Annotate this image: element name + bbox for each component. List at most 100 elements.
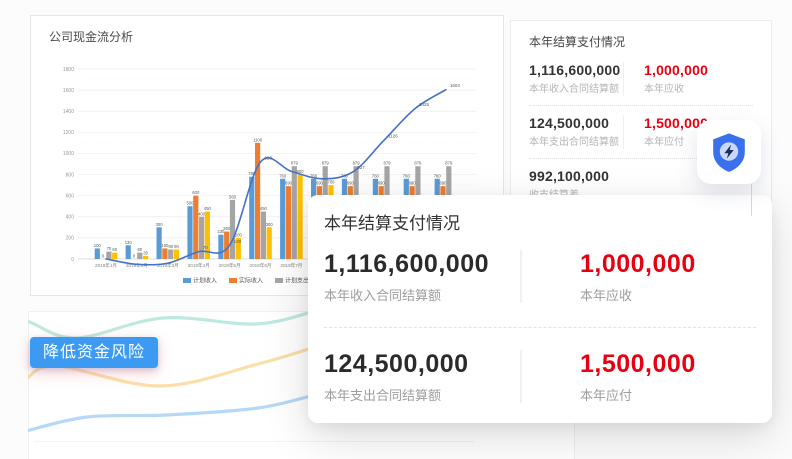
svg-text:2019年1月: 2019年1月 bbox=[95, 262, 117, 269]
svg-text:780: 780 bbox=[248, 171, 256, 176]
svg-text:1800: 1800 bbox=[63, 67, 74, 73]
svg-text:2019年4月: 2019年4月 bbox=[188, 262, 210, 269]
popup-title: 本年结算支付情况 bbox=[324, 214, 460, 233]
summary-row-income: 1,116,600,000 本年收入合同结算额 1,000,000 本年应收 bbox=[529, 62, 753, 96]
divider bbox=[529, 105, 753, 106]
svg-text:2019年6月: 2019年6月 bbox=[250, 262, 272, 269]
popup-row-income: 1,116,600,000 本年收入合同结算额 1,000,000 本年应收 bbox=[324, 250, 756, 303]
svg-text:879: 879 bbox=[353, 161, 361, 166]
svg-text:70: 70 bbox=[107, 246, 112, 251]
svg-text:实际收入: 实际收入 bbox=[239, 277, 263, 285]
dashed-divider bbox=[324, 327, 756, 328]
background-gridline bbox=[34, 441, 474, 442]
popup-row-expense: 124,500,000 本年支出合同结算额 1,500,000 本年应付 bbox=[324, 350, 756, 403]
svg-text:400: 400 bbox=[198, 211, 206, 216]
svg-text:690: 690 bbox=[316, 181, 324, 186]
svg-text:130: 130 bbox=[125, 240, 133, 245]
svg-text:600: 600 bbox=[192, 190, 200, 195]
svg-text:90: 90 bbox=[168, 244, 173, 249]
svg-text:90: 90 bbox=[174, 244, 179, 249]
popup-receivable-value: 1,000,000 bbox=[580, 250, 696, 278]
svg-text:60: 60 bbox=[112, 247, 117, 252]
svg-text:760: 760 bbox=[403, 173, 411, 178]
receivable-label: 本年应收 bbox=[644, 84, 684, 95]
svg-text:400: 400 bbox=[66, 215, 75, 221]
balance-value: 992,100,000 bbox=[529, 168, 610, 184]
svg-text:560: 560 bbox=[229, 194, 237, 199]
popup-expense-settlement-label: 本年支出合同结算额 bbox=[324, 388, 442, 403]
divider bbox=[529, 158, 753, 159]
income-settlement-value: 1,116,600,000 bbox=[529, 62, 621, 78]
popup-expense-settlement-value: 124,500,000 bbox=[324, 350, 469, 378]
svg-text:1600: 1600 bbox=[63, 88, 74, 94]
expense-settlement-value: 124,500,000 bbox=[529, 115, 610, 131]
svg-text:1100: 1100 bbox=[253, 137, 263, 142]
popup-payable-label: 本年应付 bbox=[580, 388, 633, 403]
svg-text:827: 827 bbox=[357, 165, 365, 170]
svg-text:100: 100 bbox=[94, 243, 102, 248]
svg-text:700: 700 bbox=[328, 180, 336, 185]
svg-text:690: 690 bbox=[440, 181, 448, 186]
svg-text:760: 760 bbox=[372, 173, 380, 178]
svg-text:760: 760 bbox=[434, 173, 442, 178]
svg-text:600: 600 bbox=[66, 193, 75, 199]
svg-text:260: 260 bbox=[223, 226, 231, 231]
svg-text:计划支出: 计划支出 bbox=[285, 277, 309, 285]
svg-text:300: 300 bbox=[266, 222, 274, 227]
svg-text:2019年3月: 2019年3月 bbox=[157, 262, 179, 269]
svg-text:100: 100 bbox=[161, 243, 169, 248]
risk-badge[interactable]: 降低资金风险 bbox=[30, 337, 158, 368]
svg-text:760: 760 bbox=[310, 173, 318, 178]
svg-text:70: 70 bbox=[203, 245, 209, 250]
svg-text:1200: 1200 bbox=[63, 130, 74, 136]
svg-text:800: 800 bbox=[297, 169, 305, 174]
popup-receivable-label: 本年应收 bbox=[580, 288, 633, 303]
svg-text:230: 230 bbox=[217, 229, 225, 234]
settlement-popup: 本年结算支付情况 1,116,600,000 本年收入合同结算额 1,000,0… bbox=[308, 195, 772, 423]
cashflow-chart-canvas[interactable]: 0200400600800100012001400160018002019年1月… bbox=[31, 16, 503, 295]
svg-text:690: 690 bbox=[285, 181, 293, 186]
summary-row-expense: 124,500,000 本年支出合同结算额 1,500,000 本年应付 bbox=[529, 115, 753, 149]
svg-text:300: 300 bbox=[156, 222, 164, 227]
svg-text:0: 0 bbox=[71, 257, 74, 263]
svg-text:30: 30 bbox=[143, 250, 148, 255]
svg-text:60: 60 bbox=[137, 247, 142, 252]
svg-text:879: 879 bbox=[414, 161, 422, 166]
shield-icon bbox=[713, 133, 745, 172]
svg-text:0: 0 bbox=[133, 254, 136, 259]
svg-text:200: 200 bbox=[66, 236, 75, 242]
svg-text:0: 0 bbox=[102, 254, 105, 259]
svg-text:690: 690 bbox=[347, 181, 355, 186]
popup-income-settlement-label: 本年收入合同结算额 bbox=[324, 288, 442, 303]
popup-income-settlement-value: 1,116,600,000 bbox=[324, 250, 489, 278]
connector-line bbox=[751, 184, 752, 216]
receivable-value: 1,000,000 bbox=[644, 62, 709, 78]
svg-text:2019年7月: 2019年7月 bbox=[280, 262, 302, 269]
svg-text:1126: 1126 bbox=[388, 134, 398, 139]
svg-text:800: 800 bbox=[66, 172, 75, 178]
svg-text:450: 450 bbox=[204, 206, 212, 211]
svg-text:879: 879 bbox=[445, 161, 453, 166]
svg-text:1000: 1000 bbox=[63, 151, 74, 157]
shield-icon-card[interactable] bbox=[697, 120, 761, 184]
svg-text:2019年5月: 2019年5月 bbox=[219, 262, 241, 269]
svg-text:200: 200 bbox=[235, 232, 243, 237]
income-settlement-label: 本年收入合同结算额 bbox=[529, 84, 619, 95]
expense-settlement-label: 本年支出合同结算额 bbox=[529, 137, 619, 148]
svg-text:879: 879 bbox=[291, 161, 299, 166]
svg-text:1400: 1400 bbox=[63, 109, 74, 115]
svg-text:1604: 1604 bbox=[450, 83, 461, 88]
cashflow-panel-title: 公司现金流分析 bbox=[49, 30, 134, 44]
svg-text:690: 690 bbox=[378, 181, 386, 186]
svg-text:500: 500 bbox=[187, 201, 195, 206]
settlement-panel-title: 本年结算支付情况 bbox=[529, 35, 626, 49]
payable-label: 本年应付 bbox=[644, 137, 684, 148]
svg-text:760: 760 bbox=[279, 173, 287, 178]
svg-text:690: 690 bbox=[409, 181, 417, 186]
svg-text:2019年2月: 2019年2月 bbox=[126, 262, 148, 269]
payable-value: 1,500,000 bbox=[644, 115, 709, 131]
svg-text:1425: 1425 bbox=[419, 102, 430, 107]
svg-text:879: 879 bbox=[384, 161, 392, 166]
popup-payable-value: 1,500,000 bbox=[580, 350, 696, 378]
